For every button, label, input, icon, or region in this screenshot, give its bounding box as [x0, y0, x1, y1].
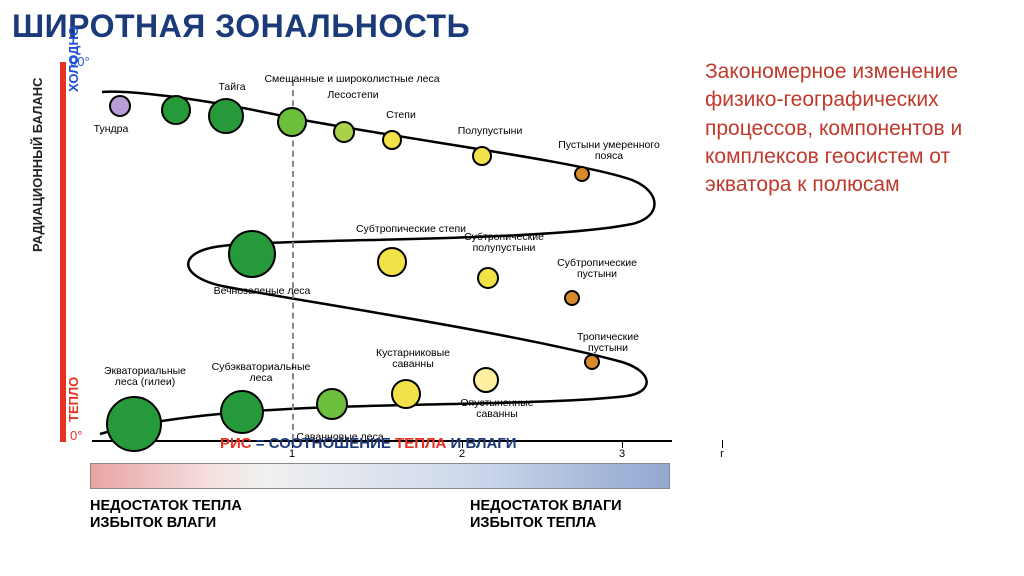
zone-label: Степи	[376, 110, 426, 121]
zone-label: Субтропическиеполупустыни	[444, 232, 564, 254]
zone-node	[574, 166, 590, 182]
zone-label: Субтропическиепустыни	[542, 258, 652, 280]
zone-label: Тундра	[86, 124, 136, 135]
diagram-plot: РАДИАЦИОННЫЙ БАЛАНС ХОЛОДНО ТЕПЛО 90° 0°…	[36, 52, 676, 452]
zone-node	[316, 388, 348, 420]
zone-label: Кустарниковыесаванны	[358, 348, 468, 370]
zone-node	[391, 379, 421, 409]
y-tick-90: 90°	[70, 54, 90, 69]
zone-label: Лесостепи	[318, 90, 388, 101]
lack-moist-label: НЕДОСТАТОК ВЛАГИ ИЗБЫТОК ТЕПЛА	[470, 498, 622, 533]
zone-node	[109, 95, 131, 117]
zone-label: Тропическиепустыни	[558, 332, 658, 354]
zone-node	[382, 130, 402, 150]
x-tick	[722, 440, 723, 448]
zone-label: Вечнозеленые леса	[202, 286, 322, 297]
zone-label: Субэкваториальныелеса	[196, 362, 326, 384]
zone-label: Пустыни умеренногопояса	[544, 140, 674, 162]
zone-node	[564, 290, 580, 306]
zone-node	[106, 396, 162, 452]
zone-node	[161, 95, 191, 125]
zone-node	[584, 354, 600, 370]
zone-node	[220, 390, 264, 434]
zone-node	[477, 267, 499, 289]
zone-node	[377, 247, 407, 277]
y-axis-label: РАДИАЦИОННЫЙ БАЛАНС	[30, 78, 45, 252]
zone-label: Полупустыни	[450, 126, 530, 137]
ris-formula: РИС = СООТНОШЕНИЕ ТЕПЛА И ВЛАГИ	[220, 435, 517, 452]
zone-label: Экваториальныелеса (гилеи)	[90, 366, 200, 388]
definition-text: Закономерное изменение физико-географиче…	[705, 58, 1010, 200]
zone-label: Смешанные и широколистные леса	[242, 74, 462, 85]
y-tick-0: 0°	[70, 428, 82, 443]
gradient-moist	[264, 464, 669, 488]
gradient-bar	[90, 463, 670, 489]
x-tick-label: r	[720, 448, 724, 460]
zone-label: Опустыненныесаванны	[442, 398, 552, 420]
warm-label: ТЕПЛО	[66, 377, 81, 422]
zone-node	[333, 121, 355, 143]
zone-node	[228, 230, 276, 278]
zone-node	[277, 107, 307, 137]
lack-heat-label: НЕДОСТАТОК ТЕПЛА ИЗБЫТОК ВЛАГИ	[90, 498, 242, 533]
zone-node	[473, 367, 499, 393]
zone-node	[472, 146, 492, 166]
zone-node	[208, 98, 244, 134]
x-tick	[622, 440, 623, 448]
gradient-heat	[91, 464, 264, 488]
x-tick-label: 3	[619, 448, 625, 460]
